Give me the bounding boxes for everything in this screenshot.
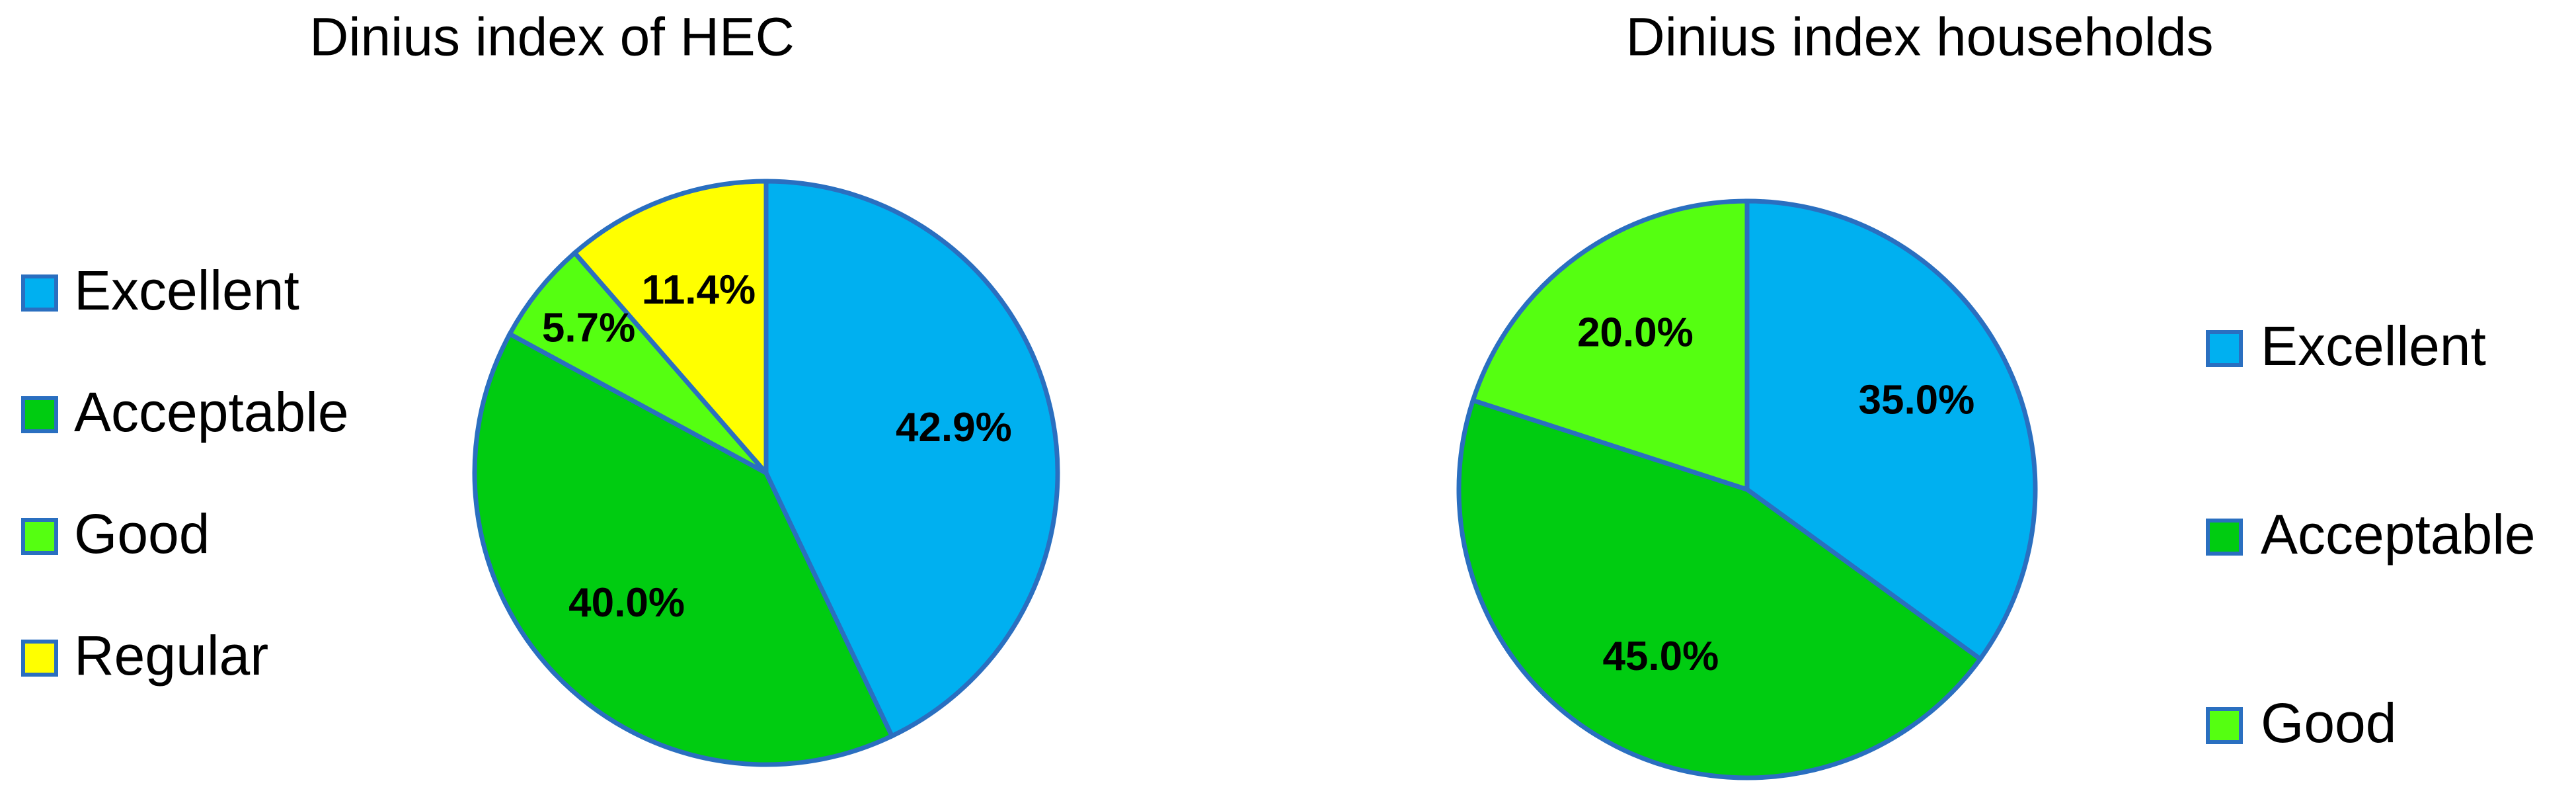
value-label: 11.4%: [642, 267, 756, 313]
pie-slice: [1744, 198, 2038, 663]
chart-title: Dinius index of HEC: [309, 7, 795, 67]
legend-swatch: [21, 640, 58, 677]
pie-slice: [763, 179, 1060, 739]
pie-slice: [1456, 397, 1984, 780]
legend-swatch: [2206, 519, 2243, 556]
value-label: 5.7%: [542, 305, 635, 351]
pie-slice: [472, 331, 895, 767]
legend-swatch: [21, 396, 58, 433]
legend-swatch: [2206, 330, 2243, 367]
value-label: 42.9%: [896, 405, 1012, 450]
legend-label: Excellent: [2261, 315, 2486, 377]
legend-label: Good: [2261, 692, 2397, 754]
legend-label: Excellent: [74, 259, 299, 321]
legend-label: Good: [74, 503, 210, 565]
legend-swatch: [21, 518, 58, 555]
value-label: 40.0%: [568, 580, 685, 626]
pie-slice: [506, 249, 768, 476]
pie-slice: [1469, 198, 1750, 493]
value-label: 20.0%: [1577, 310, 1694, 356]
legend-label: Acceptable: [2261, 503, 2536, 566]
legend-swatch: [21, 274, 58, 312]
value-label: 45.0%: [1602, 634, 1719, 679]
value-label: 35.0%: [1858, 378, 1974, 423]
legend-label: Regular: [74, 624, 268, 687]
pie-slice: [571, 179, 769, 480]
legend-label: Acceptable: [74, 381, 349, 443]
legend-swatch: [2206, 707, 2243, 744]
chart-title: Dinius index households: [1626, 7, 2214, 67]
